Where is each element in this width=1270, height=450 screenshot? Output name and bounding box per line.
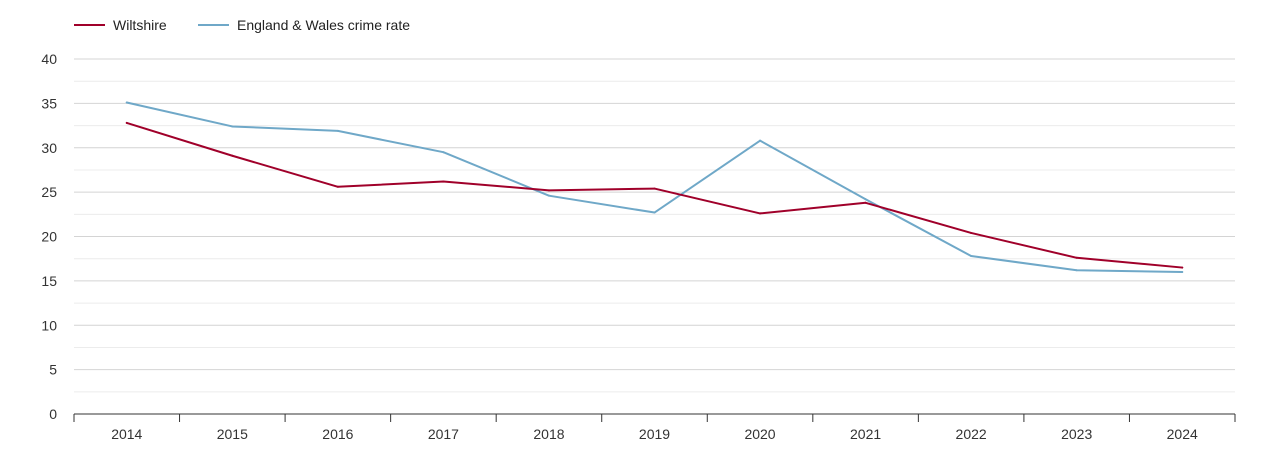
data-point xyxy=(125,101,128,104)
x-tick-label: 2023 xyxy=(1061,426,1092,442)
data-point xyxy=(336,185,339,188)
y-tick-label: 5 xyxy=(49,362,57,378)
data-point xyxy=(125,121,128,124)
data-point xyxy=(547,194,550,197)
grid-layer xyxy=(74,58,1235,393)
legend-swatch-england-wales xyxy=(198,24,229,26)
x-tick-label: 2017 xyxy=(428,426,459,442)
legend-item-wiltshire: Wiltshire xyxy=(74,15,167,35)
data-point xyxy=(547,189,550,192)
y-tick-label: 10 xyxy=(41,317,57,333)
x-tick-label: 2014 xyxy=(111,426,142,442)
data-point xyxy=(1075,269,1078,272)
legend-label-wiltshire: Wiltshire xyxy=(113,17,167,33)
data-point xyxy=(759,212,762,215)
legend-swatch-wiltshire xyxy=(74,24,105,26)
x-tick-label: 2016 xyxy=(322,426,353,442)
y-tick-label: 35 xyxy=(41,95,57,111)
data-point xyxy=(1075,256,1078,259)
data-point xyxy=(1181,266,1184,269)
x-tick-label: 2015 xyxy=(217,426,248,442)
data-point xyxy=(336,129,339,132)
data-point xyxy=(1181,271,1184,273)
y-tick-label: 25 xyxy=(41,184,57,200)
data-point xyxy=(653,211,656,214)
x-tick-label: 2019 xyxy=(639,426,670,442)
data-point xyxy=(653,187,656,190)
x-tick-label: 2020 xyxy=(744,426,775,442)
y-tick-label: 40 xyxy=(41,51,57,67)
axis-layer: 0 5 10 15 20 25 30 35 40 2014 2015 2016 2017 2018 2019… xyxy=(41,51,1236,442)
data-point xyxy=(864,201,867,204)
data-point xyxy=(231,125,234,128)
y-tick-label: 0 xyxy=(49,406,57,422)
x-tick-label: 2024 xyxy=(1167,426,1198,442)
data-point xyxy=(970,255,973,258)
y-tick-label: 30 xyxy=(41,140,57,156)
data-point xyxy=(864,198,867,201)
series-line-england-wales xyxy=(125,101,1184,273)
y-tick-label: 15 xyxy=(41,273,57,289)
data-point xyxy=(759,139,762,142)
series-line-wiltshire xyxy=(125,121,1184,269)
data-point xyxy=(442,180,445,183)
data-point xyxy=(231,154,234,157)
legend-item-england-wales: England & Wales crime rate xyxy=(198,15,410,35)
legend: Wiltshire England & Wales crime rate xyxy=(0,0,1270,50)
data-point xyxy=(442,151,445,154)
x-tick-label: 2018 xyxy=(533,426,564,442)
y-tick-label: 20 xyxy=(41,229,57,245)
x-tick-label: 2022 xyxy=(956,426,987,442)
legend-label-england-wales: England & Wales crime rate xyxy=(237,17,410,33)
series-layer xyxy=(125,101,1184,273)
data-point xyxy=(970,231,973,234)
x-tick-label: 2021 xyxy=(850,426,881,442)
